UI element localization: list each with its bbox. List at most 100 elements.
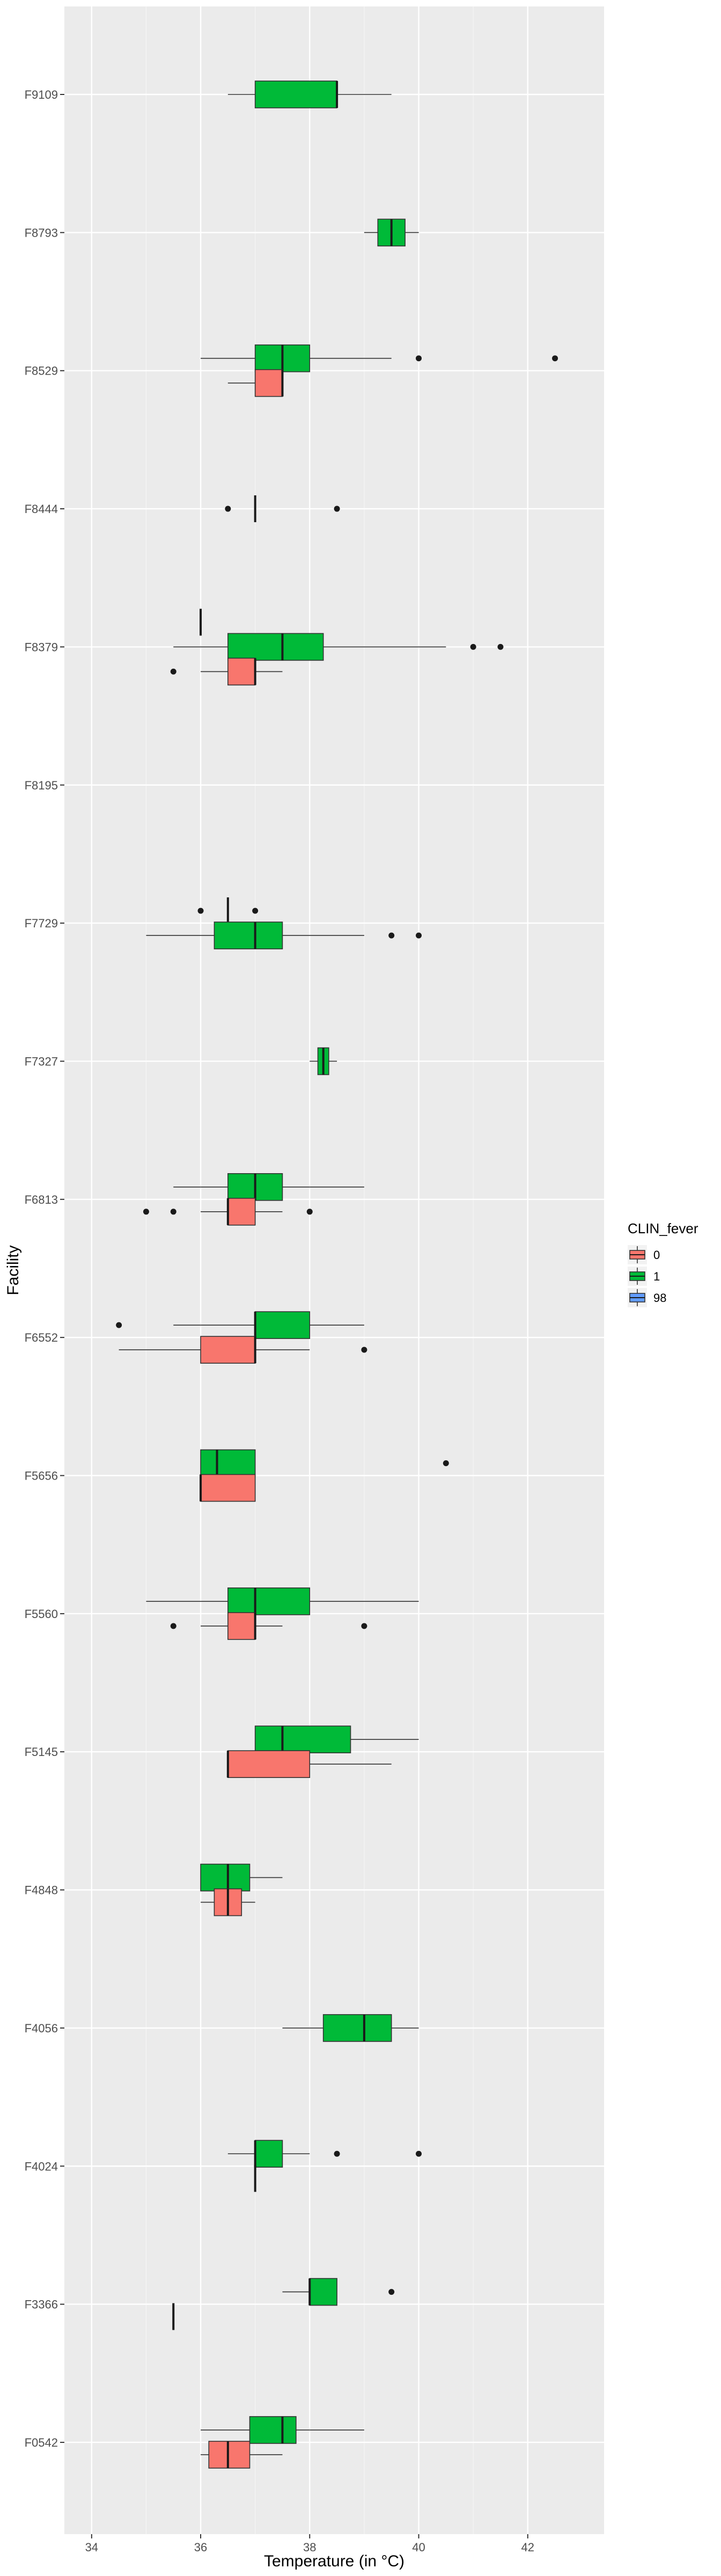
- box-F8444-series-1: [225, 495, 340, 523]
- box-F5145-series-0: [226, 1750, 392, 1778]
- x-tick-label: 38: [303, 2541, 316, 2554]
- outlier-point: [388, 2289, 395, 2295]
- outlier-point: [388, 932, 395, 939]
- y-tick-label: F8195: [25, 779, 58, 792]
- x-axis-ticks: 34 36 38 40 42: [85, 2534, 534, 2554]
- y-tick-label: F8379: [25, 640, 58, 654]
- box-F4024-series-1: [227, 2140, 422, 2168]
- y-tick-label: F3366: [25, 2298, 58, 2311]
- box-iqr: [254, 1311, 311, 1339]
- y-tick-label: F8444: [25, 502, 58, 516]
- outlier-point: [443, 1460, 449, 1466]
- y-axis-ticks: F9109 F8793 F8529 F8444 F8379 F8195 F7729 F7327…: [25, 88, 64, 2449]
- box-F7327-series-1: [310, 1047, 337, 1075]
- y-tick-label: F0542: [25, 2436, 58, 2449]
- outlier-point: [170, 1209, 176, 1215]
- minor-gridlines: [145, 6, 474, 2534]
- box-F6552-series-0: [119, 1336, 367, 1364]
- outlier-point: [416, 355, 422, 362]
- outlier-point: [416, 2150, 422, 2157]
- outlier-point: [252, 908, 259, 914]
- box-iqr: [227, 1198, 256, 1226]
- box-F8529-series-0: [227, 369, 284, 397]
- outlier-point: [170, 1623, 176, 1629]
- y-tick-label: F4024: [25, 2160, 58, 2173]
- outlier-point: [361, 1346, 367, 1353]
- box-F5656-series-1: [200, 1449, 449, 1477]
- box-iqr: [227, 1750, 311, 1778]
- box-F8379-series-1: [173, 633, 504, 661]
- box-F7729-series-98: [197, 897, 259, 925]
- outlier-point: [334, 2150, 340, 2157]
- y-tick-label: F8793: [25, 226, 58, 239]
- box-iqr: [227, 657, 256, 686]
- box-F5656-series-0: [200, 1474, 256, 1502]
- box-iqr: [200, 1474, 256, 1502]
- x-tick-label: 34: [85, 2541, 98, 2554]
- y-tick-label: F9109: [25, 88, 58, 101]
- outlier-point: [416, 932, 422, 939]
- box-iqr: [200, 1449, 256, 1477]
- box-iqr: [200, 1336, 256, 1364]
- box-iqr: [227, 1612, 256, 1640]
- plot-panel: [64, 6, 604, 2534]
- box-iqr: [200, 1863, 251, 1892]
- outlier-point: [334, 506, 340, 512]
- outlier-point: [306, 1209, 313, 1215]
- y-tick-label: F6813: [25, 1193, 58, 1206]
- box-F5560-series-1: [146, 1587, 419, 1615]
- legend: CLIN_fever 0 1 98: [628, 1220, 698, 1307]
- box-iqr: [309, 2278, 337, 2306]
- box-iqr: [249, 2416, 297, 2444]
- box-F4056-series-1: [282, 2014, 419, 2042]
- outlier-point: [197, 908, 204, 914]
- box-iqr: [208, 2441, 251, 2469]
- legend-title: CLIN_fever: [628, 1220, 698, 1236]
- y-tick-label: F7327: [25, 1055, 58, 1068]
- x-tick-label: 40: [412, 2541, 425, 2554]
- outlier-point: [170, 668, 176, 675]
- x-tick-label: 36: [194, 2541, 207, 2554]
- y-tick-label: F5145: [25, 1745, 58, 1759]
- box-F4848-series-0: [201, 1888, 255, 1916]
- box-F8793-series-1: [364, 218, 419, 247]
- box-iqr: [254, 80, 337, 108]
- outlier-point: [116, 1322, 122, 1328]
- box-iqr: [254, 2140, 283, 2168]
- y-tick-label: F5656: [25, 1469, 58, 1483]
- outlier-point: [225, 506, 231, 512]
- box-F8379-series-0: [170, 657, 283, 686]
- legend-label: 0: [653, 1248, 660, 1262]
- legend-item-0: 0: [628, 1245, 660, 1264]
- y-tick-label: F8529: [25, 364, 58, 378]
- outlier-point: [143, 1209, 149, 1215]
- box-iqr: [322, 2014, 392, 2042]
- box-marks: [116, 80, 558, 2469]
- outlier-point: [552, 355, 558, 362]
- y-tick-label: F4056: [25, 2022, 58, 2035]
- box-F4848-series-1: [200, 1863, 283, 1892]
- outlier-point: [470, 643, 476, 650]
- x-tick-label: 42: [521, 2541, 534, 2554]
- box-iqr: [254, 369, 283, 397]
- box-iqr: [214, 921, 283, 949]
- box-F0542-series-1: [201, 2416, 364, 2444]
- box-F0542-series-0: [201, 2441, 283, 2469]
- outlier-point: [361, 1623, 367, 1629]
- box-F7729-series-1: [146, 921, 422, 949]
- legend-label: 98: [653, 1291, 666, 1305]
- y-tick-label: F7729: [25, 917, 58, 930]
- box-F6813-series-1: [173, 1173, 364, 1201]
- box-F9109-series-1: [227, 80, 392, 108]
- legend-item-1: 1: [628, 1267, 660, 1286]
- box-iqr: [254, 1725, 351, 1753]
- box-F8529-series-1: [201, 344, 558, 372]
- box-F6552-series-1: [116, 1311, 364, 1339]
- outlier-point: [497, 643, 504, 650]
- legend-label: 1: [653, 1270, 660, 1283]
- y-tick-label: F6552: [25, 1331, 58, 1344]
- box-F3366-series-1: [282, 2278, 395, 2306]
- x-axis-title: Temperature (in °C): [264, 2552, 404, 2570]
- y-tick-label: F4848: [25, 1884, 58, 1897]
